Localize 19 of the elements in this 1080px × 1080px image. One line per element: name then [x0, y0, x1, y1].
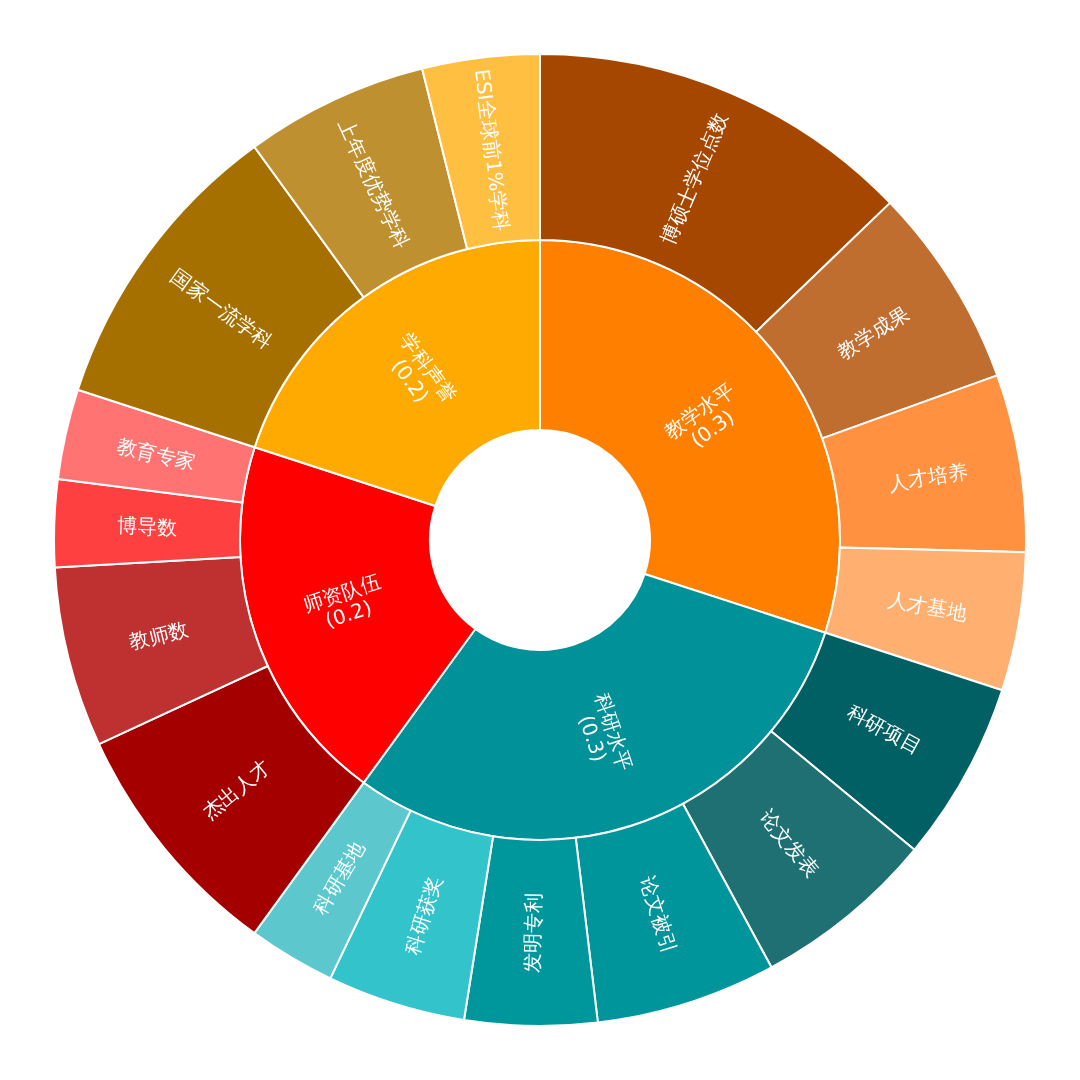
slice-label: 论文被引	[635, 872, 683, 957]
slice-label: 师资队伍 (0.2)	[299, 569, 384, 633]
slice-label: 科研水平 (0.3)	[574, 689, 638, 774]
slice-label: 科研项目	[843, 699, 926, 760]
slice-label: 论文发表	[754, 805, 825, 883]
slice-label: 教学成果	[833, 301, 915, 364]
slice-label: 杰出人才	[197, 754, 275, 825]
slice-label: 教师数	[126, 616, 191, 655]
slice-label: 科研获奖	[399, 873, 447, 958]
slice-label: 博硕士学位点数	[655, 109, 733, 248]
slice-label: 人才培养	[886, 459, 970, 496]
slice-label: 上年度优势学科	[333, 115, 415, 253]
slice-label: 博导数	[116, 513, 178, 540]
slice-label: ESI全球前1%学科	[470, 67, 514, 233]
slice-label: 发明专利	[519, 892, 546, 974]
slice-label: 教育专家	[114, 433, 199, 475]
slice-label: 国家一流学科	[166, 264, 278, 354]
slice-label: 人才基地	[885, 587, 969, 625]
slice-label: 科研基地	[308, 837, 370, 919]
